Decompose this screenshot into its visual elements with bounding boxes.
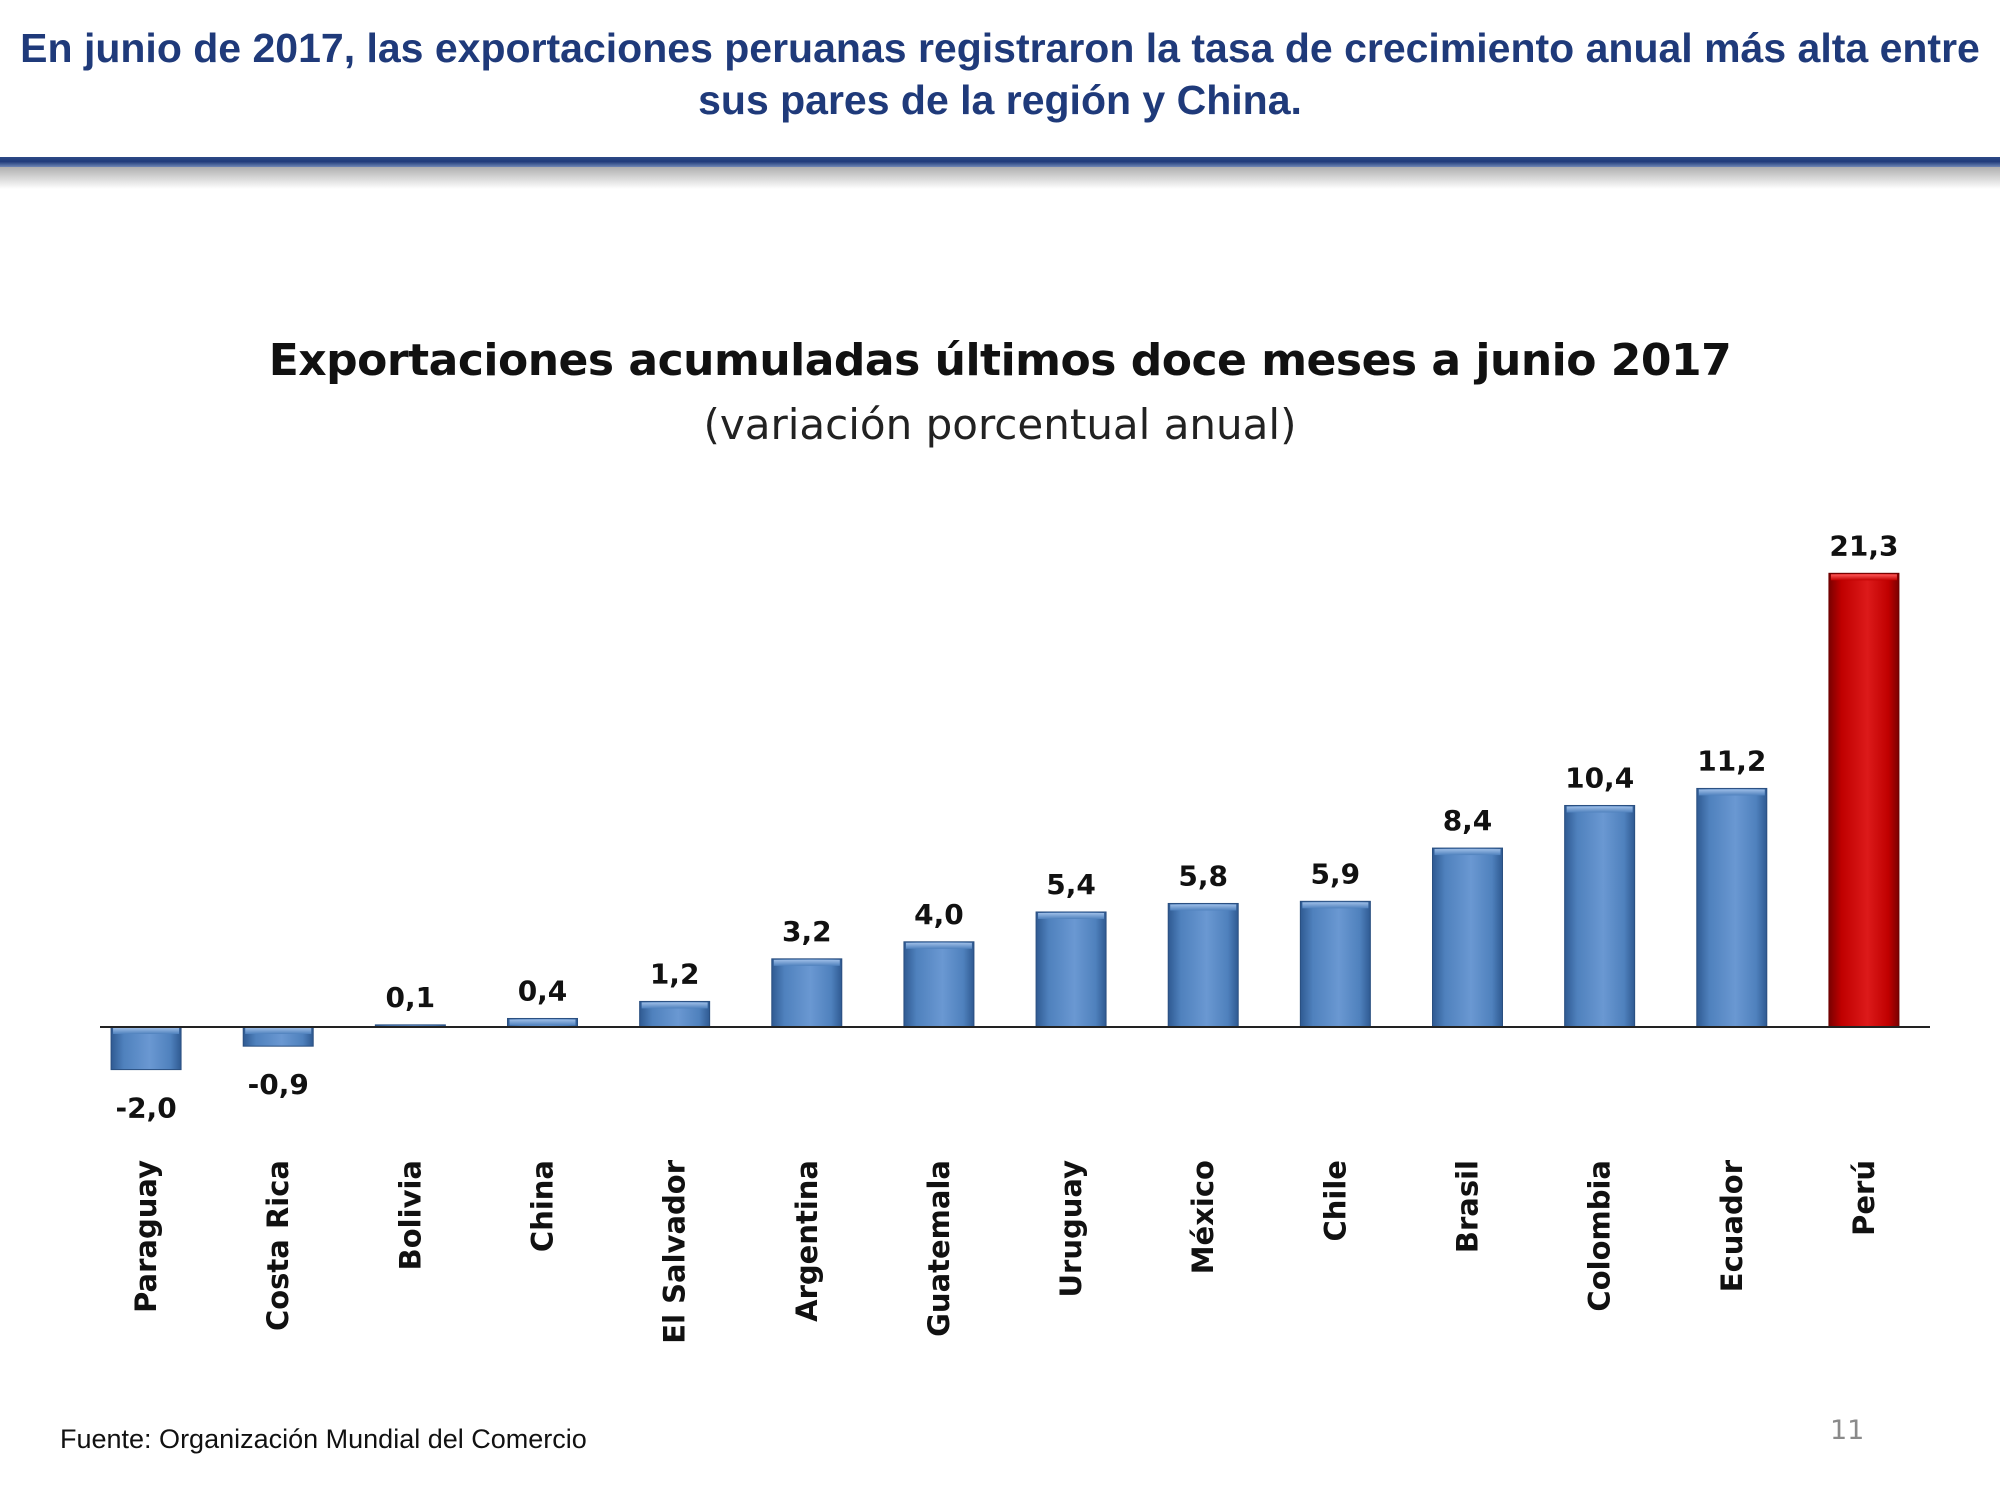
category-label-guatemala: Guatemala bbox=[922, 1160, 956, 1337]
value-label-uruguay: 5,4 bbox=[1046, 868, 1096, 901]
bar-highlight-china bbox=[509, 1019, 576, 1026]
bar-highlight-colombia bbox=[1566, 806, 1633, 813]
category-label-mexico: México bbox=[1186, 1160, 1220, 1274]
header-divider bbox=[0, 157, 2000, 167]
category-label-argentina: Argentina bbox=[790, 1160, 824, 1322]
value-label-mexico: 5,8 bbox=[1178, 859, 1228, 892]
header-divider-shadow bbox=[0, 167, 2000, 189]
category-label-ecuador: Ecuador bbox=[1715, 1159, 1749, 1292]
category-label-uruguay: Uruguay bbox=[1054, 1160, 1088, 1298]
bars-group bbox=[110, 572, 1900, 1071]
bar-highlight-el-salvador bbox=[641, 1002, 708, 1009]
bar-paraguay bbox=[110, 1026, 182, 1071]
category-labels-group: Paraguay Costa Rica Bolivia China El Salvado… bbox=[129, 1159, 1881, 1343]
bar-chile bbox=[1299, 900, 1371, 1028]
value-label-colombia: 10,4 bbox=[1565, 761, 1634, 794]
chart-subtitle: (variación porcentual anual) bbox=[703, 400, 1297, 449]
page-number: 11 bbox=[1830, 1415, 1865, 1446]
value-label-ecuador: 11,2 bbox=[1697, 744, 1766, 777]
bar-colombia bbox=[1564, 804, 1636, 1028]
category-label-el-salvador: El Salvador bbox=[658, 1159, 692, 1343]
value-label-el-salvador: 1,2 bbox=[650, 957, 700, 990]
slide-header: En junio de 2017, las exportaciones peru… bbox=[0, 0, 2000, 160]
chart-title: Exportaciones acumuladas últimos doce me… bbox=[268, 335, 1732, 386]
source-note: Fuente: Organización Mundial del Comerci… bbox=[60, 1424, 587, 1454]
bar-highlight-brasil bbox=[1434, 849, 1501, 856]
bar-highlight-chile bbox=[1302, 902, 1369, 909]
slide-headline: En junio de 2017, las exportaciones peru… bbox=[20, 25, 1980, 123]
bar-highlight-paraguay bbox=[113, 1028, 180, 1034]
bar-mexico bbox=[1167, 902, 1239, 1028]
bar-chart: -2,0 -0,9 0,1 0,4 1,2 3,2 4,0 5,4 5,8 5,9 8,4 10,4 1… bbox=[100, 529, 1930, 1344]
value-label-peru: 21,3 bbox=[1829, 529, 1898, 562]
bar-guatemala bbox=[903, 941, 975, 1028]
category-label-chile: Chile bbox=[1318, 1160, 1352, 1241]
value-label-brasil: 8,4 bbox=[1443, 804, 1493, 837]
category-label-peru: Perú bbox=[1847, 1160, 1881, 1236]
bar-highlight-mexico bbox=[1170, 904, 1237, 911]
bar-uruguay bbox=[1035, 911, 1107, 1028]
bar-highlight-argentina bbox=[773, 959, 840, 966]
bar-peru bbox=[1828, 572, 1900, 1028]
bar-brasil bbox=[1432, 847, 1503, 1028]
bar-highlight-peru bbox=[1830, 574, 1897, 581]
category-label-brasil: Brasil bbox=[1451, 1160, 1485, 1253]
category-label-paraguay: Paraguay bbox=[129, 1160, 163, 1313]
value-label-argentina: 3,2 bbox=[782, 915, 832, 948]
value-label-chile: 5,9 bbox=[1311, 857, 1361, 890]
bar-highlight-uruguay bbox=[1038, 912, 1105, 919]
bar-ecuador bbox=[1696, 787, 1768, 1028]
value-label-china: 0,4 bbox=[518, 974, 568, 1007]
value-labels-group: -2,0 -0,9 0,1 0,4 1,2 3,2 4,0 5,4 5,8 5,9 8,4 10,4 1… bbox=[115, 529, 1898, 1124]
bar-highlight-ecuador bbox=[1698, 789, 1765, 796]
category-label-costa-rica: Costa Rica bbox=[261, 1160, 295, 1331]
category-label-colombia: Colombia bbox=[1583, 1160, 1617, 1312]
bar-argentina bbox=[771, 958, 843, 1028]
value-label-costa-rica: -0,9 bbox=[248, 1068, 309, 1101]
bar-highlight-guatemala bbox=[905, 942, 972, 949]
category-label-china: China bbox=[526, 1160, 560, 1252]
value-label-paraguay: -2,0 bbox=[115, 1092, 176, 1125]
value-label-bolivia: 0,1 bbox=[386, 981, 436, 1014]
value-label-guatemala: 4,0 bbox=[914, 898, 964, 931]
category-label-bolivia: Bolivia bbox=[393, 1160, 427, 1270]
bar-highlight-costa-rica bbox=[245, 1028, 312, 1034]
